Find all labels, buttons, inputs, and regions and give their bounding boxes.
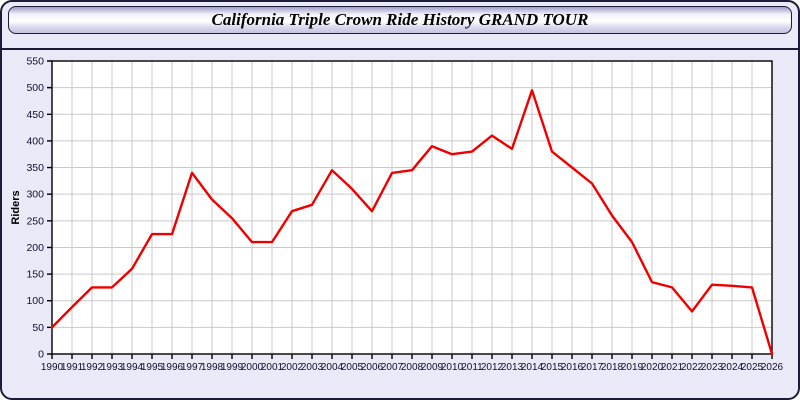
y-tick-label: 50 <box>32 322 44 334</box>
x-tick-label: 2022 <box>681 362 704 373</box>
y-tick-label: 300 <box>26 189 44 201</box>
x-tick-label: 2013 <box>501 362 524 373</box>
x-tick-label: 2011 <box>461 362 483 373</box>
x-tick-label: 2004 <box>321 362 344 373</box>
x-axis-ticks <box>51 354 773 359</box>
x-tick-label: 2015 <box>541 362 564 373</box>
x-tick-label: 1998 <box>201 362 224 373</box>
x-tick-label: 2005 <box>341 362 364 373</box>
y-tick-label: 350 <box>26 162 44 174</box>
header-divider <box>2 48 798 50</box>
x-tick-label: 2026 <box>761 362 784 373</box>
x-tick-label: 2016 <box>561 362 584 373</box>
chart-title: California Triple Crown Ride History GRA… <box>211 10 589 29</box>
x-tick-label: 2021 <box>661 362 684 373</box>
y-tick-label: 150 <box>26 269 44 281</box>
y-axis-tick-labels: 0 50 100 150 200 250 300 350 400 450 500 550 <box>26 56 44 361</box>
y-tick-label: 450 <box>26 109 44 121</box>
x-axis-tick-labels: 1990199119921993199419951996199719981999… <box>41 362 784 373</box>
x-tick-label: 2025 <box>741 362 764 373</box>
x-tick-label: 2009 <box>421 362 444 373</box>
x-tick-label: 2002 <box>281 362 304 373</box>
y-tick-label: 400 <box>26 135 44 147</box>
y-tick-label: 100 <box>26 295 44 307</box>
riders-series-line <box>50 89 774 356</box>
x-tick-label: 1994 <box>121 362 144 373</box>
chart-panel: 0 50 100 150 200 250 300 350 400 450 500 550 1990 199… <box>2 50 798 398</box>
x-tick-label: 2012 <box>481 362 504 373</box>
line-chart-svg: 0501001502002503003504004505005501990199… <box>10 56 784 374</box>
x-tick-label: 2014 <box>521 362 544 373</box>
y-tick-label: 0 <box>38 349 44 361</box>
x-tick-label: 1990 <box>41 362 64 373</box>
x-tick-label: 2006 <box>361 362 384 373</box>
x-tick-label: 1999 <box>221 362 244 373</box>
x-tick-label: 2007 <box>381 362 404 373</box>
header-banner: California Triple Crown Ride History GRA… <box>8 6 792 34</box>
x-tick-label: 2018 <box>601 362 624 373</box>
x-tick-label: 2020 <box>641 362 664 373</box>
x-tick-label: 1997 <box>181 362 204 373</box>
x-tick-label: 2010 <box>441 362 464 373</box>
x-tick-label: 1993 <box>101 362 124 373</box>
y-tick-label: 500 <box>26 82 44 94</box>
x-tick-label: 2024 <box>721 362 744 373</box>
x-tick-label: 2019 <box>621 362 644 373</box>
x-tick-label: 2000 <box>241 362 264 373</box>
x-tick-label: 2008 <box>401 362 424 373</box>
x-tick-label: 1991 <box>61 362 84 373</box>
x-tick-label: 1995 <box>141 362 164 373</box>
x-tick-label: 2023 <box>701 362 724 373</box>
x-tick-label: 2003 <box>301 362 324 373</box>
y-axis-ticks <box>47 60 52 355</box>
x-gridlines <box>51 61 773 354</box>
y-tick-label: 250 <box>26 215 44 227</box>
y-tick-label: 550 <box>26 56 44 68</box>
y-axis-label: Riders <box>10 190 22 224</box>
x-tick-label: 2017 <box>581 362 604 373</box>
x-tick-label: 2001 <box>261 362 284 373</box>
x-tick-label: 1996 <box>161 362 184 373</box>
x-tick-label: 1992 <box>81 362 104 373</box>
y-tick-label: 200 <box>26 242 44 254</box>
